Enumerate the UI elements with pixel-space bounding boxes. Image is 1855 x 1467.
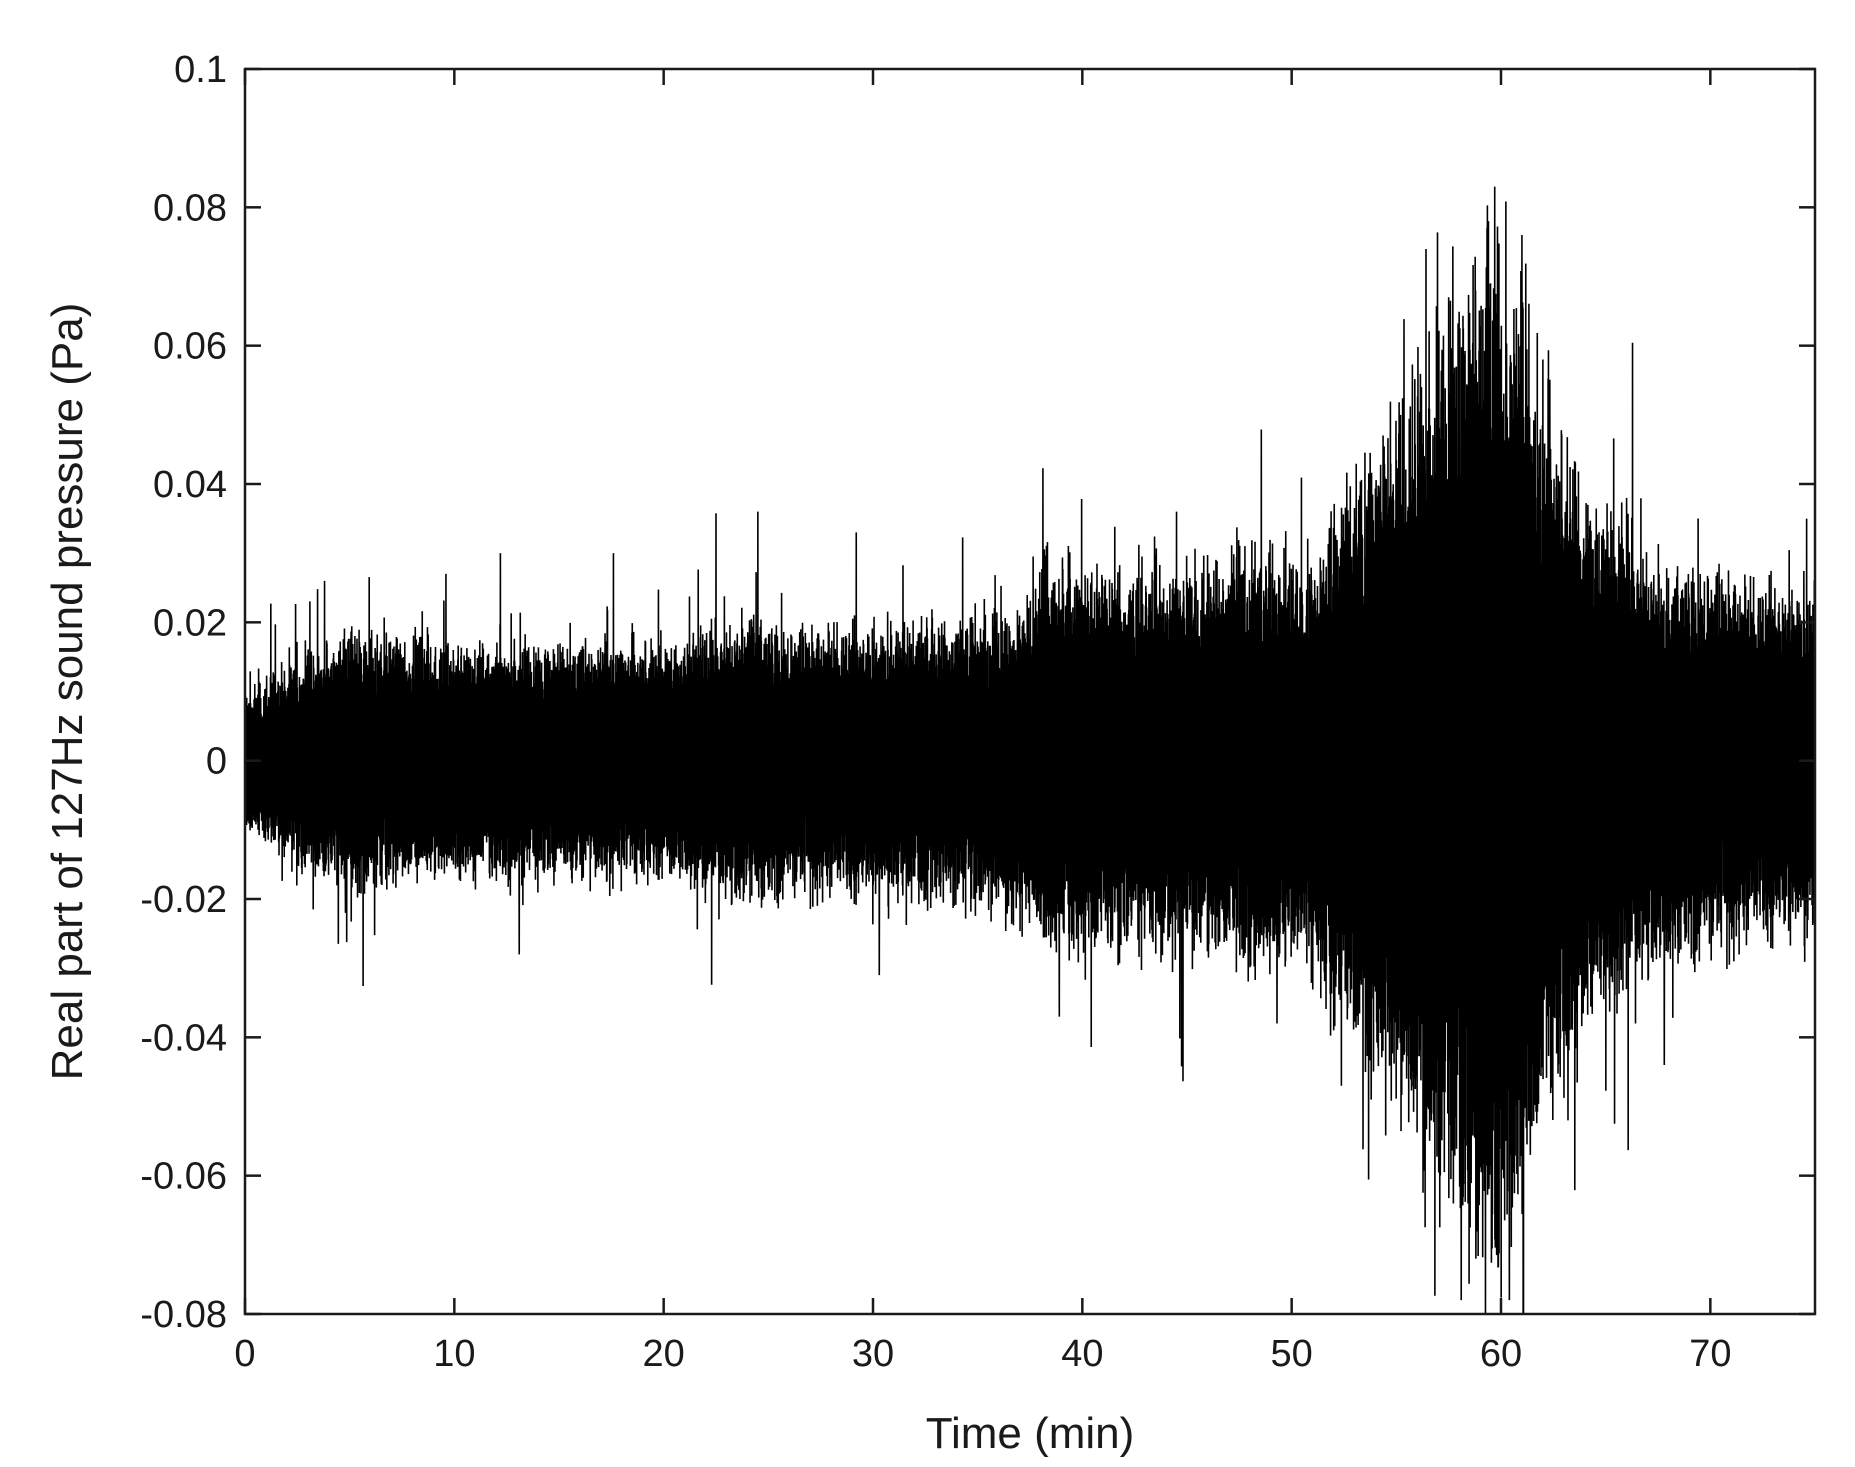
x-tick-label: 40	[1061, 1333, 1103, 1375]
x-axis-label: Time (min)	[926, 1409, 1135, 1458]
y-axis-label: Real part of 127Hz sound pressure (Pa)	[43, 303, 92, 1081]
x-tick-label: 0	[234, 1333, 255, 1375]
y-tick-label: 0.02	[153, 602, 227, 644]
x-tick-label: 50	[1271, 1333, 1313, 1375]
x-tick-label: 30	[852, 1333, 894, 1375]
y-tick-label: -0.02	[140, 879, 227, 921]
y-tick-label: 0.04	[153, 464, 227, 506]
y-tick-label: 0.06	[153, 326, 227, 368]
y-tick-label: 0.1	[174, 49, 227, 91]
y-axis: -0.08 -0.06 -0.04 -0.02 0 0.02 0.04 0.06 0.08 0.1	[140, 49, 1815, 1336]
series-layer	[245, 186, 1815, 1314]
x-tick-label: 70	[1689, 1333, 1731, 1375]
x-axis: 0 10 20 30 40 50 60 70	[234, 69, 1731, 1375]
axes-frame	[243, 67, 1817, 1316]
y-tick-label: 0.08	[153, 187, 227, 229]
plot-area: 0 10 20 30 40 50 60 70 -0.08 -0.06 -0.04 -0.02 0 0.0…	[140, 49, 1817, 1375]
y-tick-label: -0.08	[140, 1294, 227, 1336]
x-tick-label: 20	[643, 1333, 685, 1375]
x-tick-label: 60	[1480, 1333, 1522, 1375]
x-tick-label: 10	[433, 1333, 475, 1375]
y-tick-label: -0.04	[140, 1017, 227, 1059]
signal-line	[245, 186, 1815, 1314]
y-tick-label: 0	[206, 741, 227, 783]
y-tick-label: -0.06	[140, 1156, 227, 1198]
